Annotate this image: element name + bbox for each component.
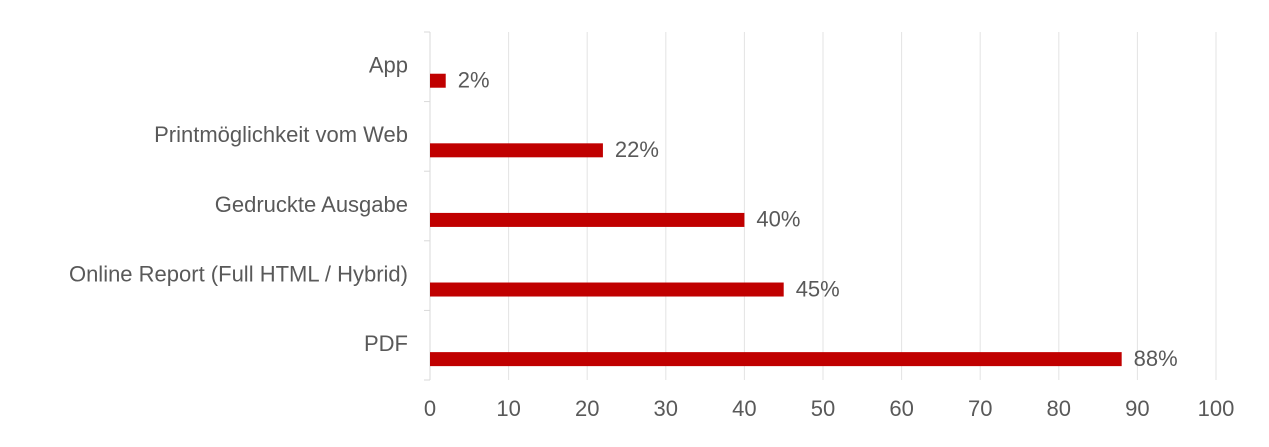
category-label: App [369, 53, 408, 78]
x-tick-label: 40 [732, 396, 756, 421]
value-label: 2% [458, 68, 490, 93]
x-tick-label: 20 [575, 396, 599, 421]
x-tick-label: 70 [968, 396, 992, 421]
x-tick-label: 50 [811, 396, 835, 421]
value-label: 45% [796, 276, 840, 301]
bar [430, 352, 1122, 367]
x-tick-label: 10 [496, 396, 520, 421]
category-label: Printmöglichkeit vom Web [154, 122, 408, 147]
category-label: Gedruckte Ausgabe [215, 192, 408, 217]
bar [430, 143, 603, 158]
value-label: 88% [1134, 346, 1178, 371]
bar [430, 282, 784, 297]
value-label: 22% [615, 137, 659, 162]
category-label: PDF [364, 331, 408, 356]
x-tick-label: 100 [1198, 396, 1235, 421]
x-tick-label: 80 [1047, 396, 1071, 421]
x-tick-label: 0 [424, 396, 436, 421]
category-label: Online Report (Full HTML / Hybrid) [69, 261, 408, 286]
bar [430, 212, 745, 227]
value-label: 40% [756, 207, 800, 232]
x-tick-label: 30 [654, 396, 678, 421]
bar [430, 73, 446, 88]
x-tick-label: 90 [1125, 396, 1149, 421]
x-tick-label: 60 [889, 396, 913, 421]
